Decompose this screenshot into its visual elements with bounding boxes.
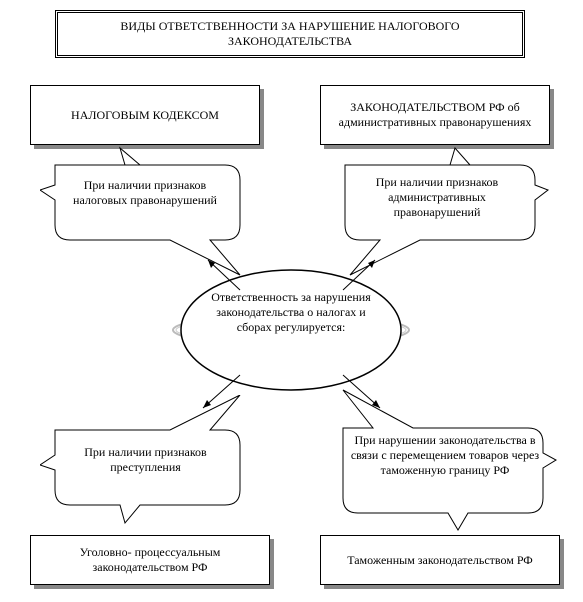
title-box: ВИДЫ ОТВЕТСТВЕННОСТИ ЗА НАРУШЕНИЕ НАЛОГО… bbox=[55, 10, 525, 58]
box-top-left: НАЛОГОВЫМ КОДЕКСОМ bbox=[30, 85, 260, 145]
arrow-to-tr bbox=[335, 255, 385, 295]
box-br-text: Таможенным законодательством РФ bbox=[347, 553, 533, 568]
title-text: ВИДЫ ОТВЕТСТВЕННОСТИ ЗА НАРУШЕНИЕ НАЛОГО… bbox=[120, 19, 459, 48]
callout-bl-shape bbox=[40, 395, 260, 535]
arrow-to-tl bbox=[200, 255, 250, 295]
box-tl-text: НАЛОГОВЫМ КОДЕКСОМ bbox=[71, 108, 219, 123]
box-top-right: ЗАКОНОДАТЕЛЬСТВОМ РФ об административных… bbox=[320, 85, 550, 145]
box-bottom-left: Уголовно- процессуальным законодательств… bbox=[30, 535, 270, 585]
box-bottom-right: Таможенным законодательством РФ bbox=[320, 535, 560, 585]
arrow-to-br bbox=[335, 370, 390, 415]
box-bl-text: Уголовно- процессуальным законодательств… bbox=[35, 545, 265, 575]
arrow-to-bl bbox=[195, 370, 250, 415]
box-tr-text: ЗАКОНОДАТЕЛЬСТВОМ РФ об административных… bbox=[325, 100, 545, 130]
